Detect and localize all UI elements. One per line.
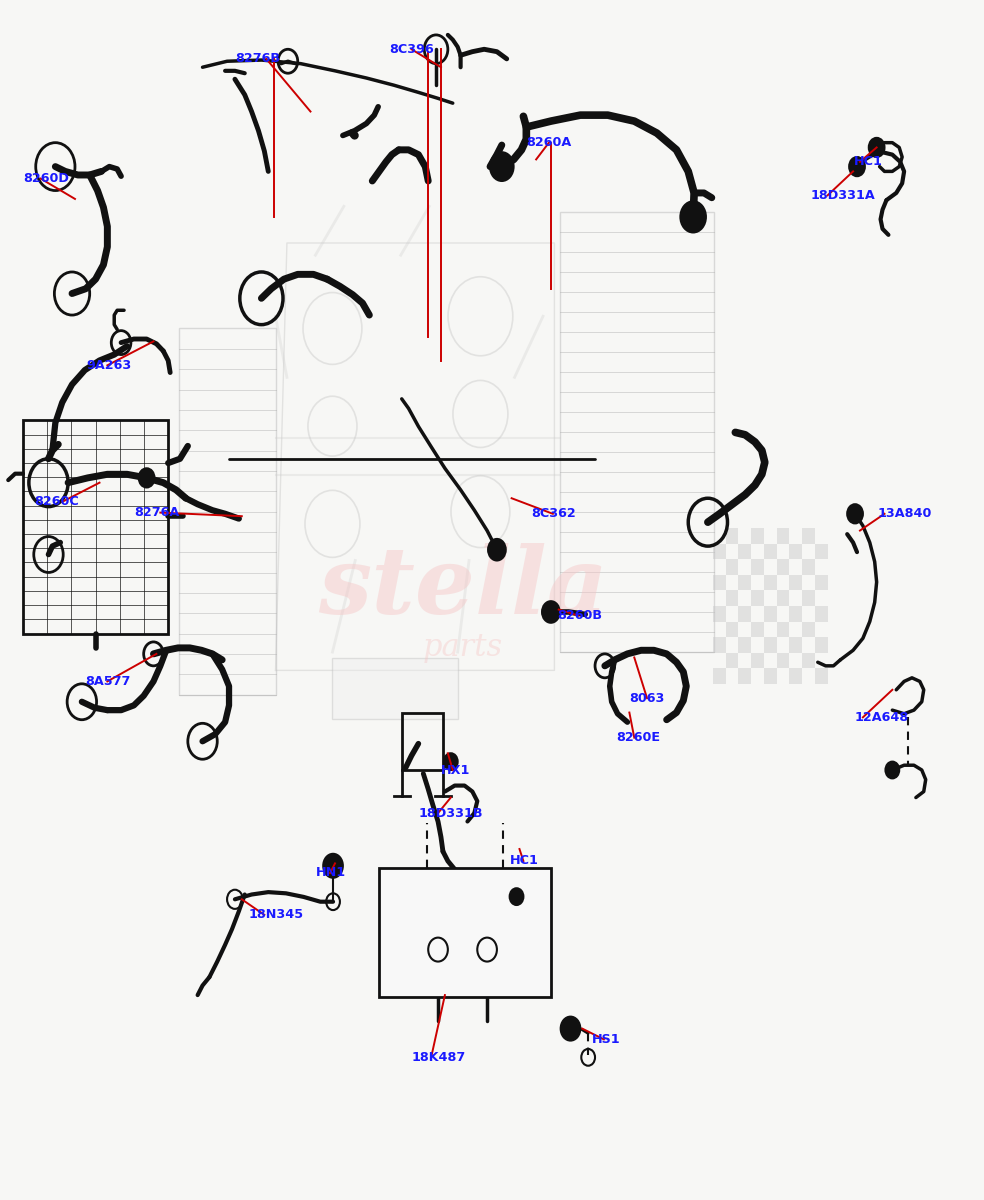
Text: 8A577: 8A577 [85,674,130,688]
Bar [179,329,276,695]
Bar [738,575,751,590]
Bar [789,575,802,590]
Bar [560,212,713,652]
Bar [802,528,815,544]
Bar [712,637,725,653]
Text: 8260A: 8260A [526,136,572,149]
Bar [802,590,815,606]
Bar [379,868,551,997]
Bar [738,544,751,559]
Bar [712,544,725,559]
Bar [802,559,815,575]
Bar [725,590,738,606]
Bar [738,668,751,684]
Bar [712,575,725,590]
Bar [751,590,764,606]
Text: HX1: HX1 [441,763,470,776]
Circle shape [847,504,863,523]
Circle shape [680,202,706,233]
Bar [333,658,458,719]
Circle shape [139,468,154,487]
Text: 18D331B: 18D331B [418,806,483,820]
Text: 8260C: 8260C [33,496,79,509]
Text: 8260D: 8260D [23,172,69,185]
Bar [712,668,725,684]
Circle shape [510,888,523,905]
Text: 8260E: 8260E [617,731,660,744]
Bar [738,606,751,622]
Text: 8C396: 8C396 [389,43,434,55]
Bar [764,606,776,622]
Circle shape [886,762,899,779]
Text: HC1: HC1 [510,854,538,868]
Bar [725,559,738,575]
Text: 8260B: 8260B [558,610,603,622]
Circle shape [869,138,885,157]
Bar [815,544,828,559]
Circle shape [561,1016,581,1040]
Bar [776,653,789,668]
Text: 8C362: 8C362 [531,508,576,521]
Bar [802,653,815,668]
Bar [738,637,751,653]
Bar [712,606,725,622]
Circle shape [488,539,506,560]
Bar [751,528,764,544]
Circle shape [849,157,865,176]
Text: parts: parts [422,632,503,664]
Text: 18K487: 18K487 [411,1051,465,1064]
Bar [725,653,738,668]
Bar [776,590,789,606]
Bar [401,713,443,770]
Bar [776,622,789,637]
Text: 13A840: 13A840 [878,508,932,521]
Bar [789,668,802,684]
Text: 8276A: 8276A [134,506,179,520]
Text: 8063: 8063 [630,691,665,704]
Bar [815,575,828,590]
Bar [789,637,802,653]
Bar [802,622,815,637]
Circle shape [542,601,560,623]
Text: 12A648: 12A648 [855,710,909,724]
Text: 18D331A: 18D331A [811,188,876,202]
Bar [23,420,168,634]
Bar [815,606,828,622]
Bar [815,668,828,684]
Bar [789,606,802,622]
Text: HC1: HC1 [854,155,883,168]
Text: 8276B: 8276B [235,53,279,65]
Bar [751,559,764,575]
Bar [725,528,738,544]
Bar [751,622,764,637]
Bar [764,575,776,590]
Text: HN1: HN1 [316,866,345,880]
Text: HS1: HS1 [592,1033,621,1046]
Bar [815,637,828,653]
Bar [776,528,789,544]
Bar [789,544,802,559]
Text: stella: stella [318,544,607,634]
Bar [764,544,776,559]
Circle shape [490,152,514,181]
Circle shape [444,754,458,770]
Text: 9A263: 9A263 [87,359,132,372]
Bar [764,668,776,684]
Bar [776,559,789,575]
Bar [764,637,776,653]
Circle shape [323,854,342,877]
Bar [725,622,738,637]
Text: 18N345: 18N345 [249,908,304,922]
Bar [751,653,764,668]
